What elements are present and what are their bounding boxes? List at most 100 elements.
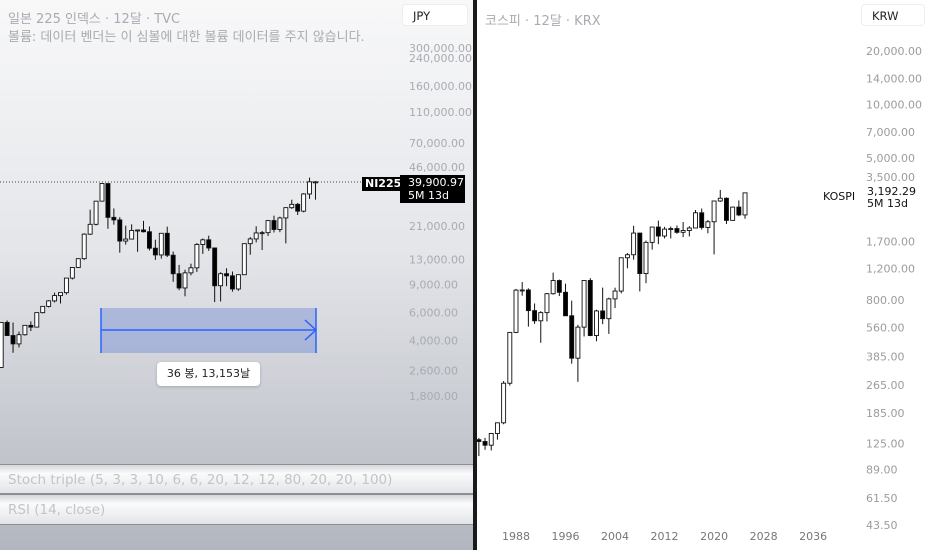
candle <box>643 241 649 274</box>
y-tick-label: 2,600.00 <box>409 364 458 377</box>
rsi-indicator-label: RSI (14, close) <box>8 502 106 518</box>
candle <box>63 277 69 294</box>
y-tick-label: 6,000.00 <box>409 307 458 320</box>
candle <box>34 312 40 328</box>
candle <box>587 279 593 337</box>
candle <box>212 247 218 287</box>
candle <box>75 258 81 268</box>
candle <box>52 295 58 302</box>
candle <box>105 183 111 218</box>
candle <box>152 247 158 256</box>
candle <box>313 181 318 184</box>
rsi-pane[interactable]: RSI (14, close) <box>0 494 473 525</box>
candle <box>301 193 307 212</box>
candle <box>46 300 52 307</box>
candle <box>674 228 680 233</box>
candle <box>482 441 488 446</box>
candle <box>247 238 253 245</box>
candle <box>569 315 575 359</box>
candle <box>693 212 698 229</box>
candle <box>519 289 525 292</box>
y-tick-label: 10,000.00 <box>866 99 922 112</box>
y-tick-label: 7,000.00 <box>866 126 915 139</box>
left-chart-panel[interactable]: 300,000.00 240,000.00 160,000.00 110,000.00… <box>0 0 473 550</box>
candle <box>730 206 736 221</box>
last-price-label: 3,192.29 5M 13d <box>867 186 927 210</box>
y-tick-label: 20,000.00 <box>866 45 922 58</box>
right-chart-panel[interactable]: 20,000.00 14,000.00 10,000.00 7,000.00 5,000… <box>477 0 932 550</box>
currency-button-krw[interactable]: KRW <box>861 4 925 26</box>
y-tick-label: 185.00 <box>866 407 905 420</box>
y-tick-label: 46,000.00 <box>409 161 465 174</box>
candle <box>10 335 16 345</box>
last-price: 3,192.29 <box>867 185 916 198</box>
y-tick-label: 43.50 <box>866 519 898 532</box>
y-tick-label: 265.00 <box>866 379 905 392</box>
candle <box>28 324 34 328</box>
measure-label: 36 봉, 13,153날 <box>157 362 260 386</box>
candle <box>600 310 606 320</box>
candle <box>81 233 87 260</box>
candle <box>93 200 99 225</box>
candle <box>182 272 188 289</box>
candle <box>544 293 550 314</box>
x-tick-label: 1996 <box>552 530 580 543</box>
candle <box>22 324 28 336</box>
candle <box>0 321 4 368</box>
candle <box>218 273 224 287</box>
y-tick-label: 9,000.00 <box>409 279 458 292</box>
currency-button-jpy[interactable]: JPY <box>402 4 468 26</box>
candle <box>146 231 152 249</box>
candle <box>4 321 10 336</box>
candle <box>724 197 729 221</box>
y-tick-label: 160,000.00 <box>409 80 472 93</box>
candle <box>58 292 63 297</box>
candle <box>277 217 283 230</box>
candle <box>158 232 164 256</box>
y-tick-label: 385.00 <box>866 350 905 363</box>
x-tick-label: 2028 <box>750 530 778 543</box>
x-tick-label: 1988 <box>502 530 530 543</box>
candle <box>668 228 674 231</box>
y-tick-label: 3,500.00 <box>866 171 915 184</box>
y-tick-label: 1,700.00 <box>866 236 915 249</box>
y-tick-label: 560.00 <box>866 321 905 334</box>
candle <box>477 439 482 442</box>
y-tick-label: 14,000.00 <box>866 73 922 86</box>
y-tick-label: 800.00 <box>866 294 905 307</box>
volume-notice: 볼륨: 데이터 벤더는 이 심볼에 대한 볼륨 데이터를 주지 않습니다. <box>8 30 365 45</box>
right-chart-title: 코스피 · 12달 · KRX <box>485 14 601 29</box>
candle <box>117 219 123 242</box>
candle <box>188 267 194 274</box>
y-tick-label: 61.50 <box>866 492 898 505</box>
x-tick-label: 2020 <box>700 530 728 543</box>
candle <box>711 200 717 223</box>
arrow-head-icon <box>304 319 318 341</box>
left-chart-title: 일본 225 인덱스 · 12달 · TVC <box>8 12 181 27</box>
candle <box>624 254 630 259</box>
candle <box>111 216 117 221</box>
x-tick-label: 2036 <box>799 530 827 543</box>
right-chart-canvas[interactable]: 20,000.00 14,000.00 10,000.00 7,000.00 5,000… <box>477 0 932 550</box>
candle <box>206 239 212 249</box>
candle <box>241 243 247 276</box>
symbol-label-ni225: NI225 <box>362 177 405 191</box>
candle <box>16 334 22 345</box>
candle <box>637 232 643 274</box>
bar-countdown: 5M 13d <box>867 197 908 210</box>
candle <box>563 291 568 317</box>
y-tick-label: 1,200.00 <box>866 262 915 275</box>
candle <box>501 382 507 424</box>
stoch-pane[interactable]: Stoch triple (5, 3, 3, 10, 6, 6, 20, 12,… <box>0 464 473 494</box>
y-tick-label: 89.00 <box>866 464 898 477</box>
chart-divider[interactable] <box>473 0 477 550</box>
candle <box>271 220 277 230</box>
candle <box>494 422 500 434</box>
y-tick-label: 21,000.00 <box>409 220 465 233</box>
candle <box>662 228 668 237</box>
candle <box>717 197 723 202</box>
candle <box>99 183 105 202</box>
candle <box>488 433 494 446</box>
candle <box>123 238 129 242</box>
